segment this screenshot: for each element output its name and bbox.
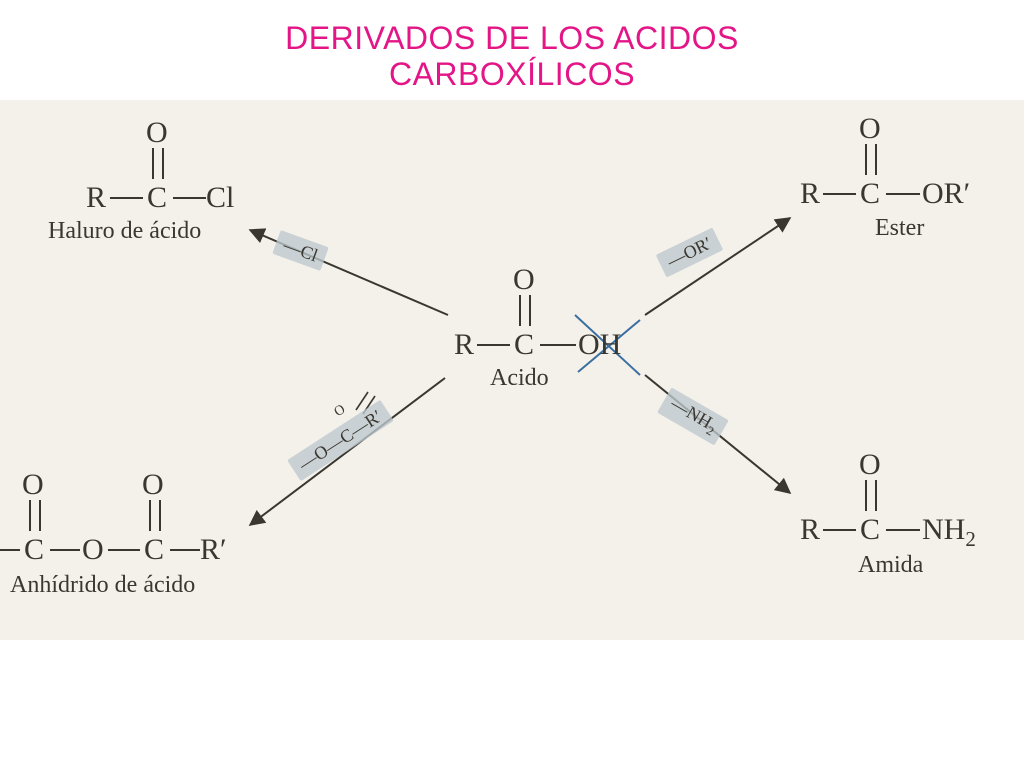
br-Otop: O [859,448,881,482]
tl-Otop: O [146,116,168,150]
tr-R: R [800,177,820,211]
br-C: C [860,513,880,547]
tr-caption: Ester [875,215,924,242]
center-caption: Acido [490,365,549,392]
tl-R: R [86,181,106,215]
center-R: R [454,328,474,362]
center-Otop: O [513,263,535,297]
page-title-line1: DERIVADOS DE LOS ACIDOS [0,20,1024,57]
br-R: R [800,513,820,547]
tl-C: C [147,181,167,215]
center-OH: OH [578,328,621,362]
reagent-ocor: —O—C—R′ O [287,400,394,481]
tr-ORp: OR′ [922,177,970,211]
bl-C2: C [144,533,164,567]
br-NH2-label: NH2 [922,513,976,552]
tr-Otop: O [859,112,881,146]
reagent-nh2: —NH2 [657,387,729,445]
reagent-orp: —OR′ [656,227,724,277]
bl-O1top: O [22,468,44,502]
diagram-panel: R C O OH Acido R C O Cl Haluro de ácido … [0,100,1024,640]
tr-C: C [860,177,880,211]
bl-caption: Anhídrido de ácido [10,572,195,599]
tl-Cl: Cl [206,181,234,215]
tl-caption: Haluro de ácido [48,218,201,245]
bl-Rp: R′ [200,533,227,567]
bl-O2top: O [142,468,164,502]
page-title-line2: CARBOXÍLICOS [0,56,1024,93]
br-caption: Amida [858,552,923,579]
reagent-cl: —Cl [272,230,328,271]
bl-Omid: O [82,533,104,567]
center-C: C [514,328,534,362]
bl-C1: C [24,533,44,567]
